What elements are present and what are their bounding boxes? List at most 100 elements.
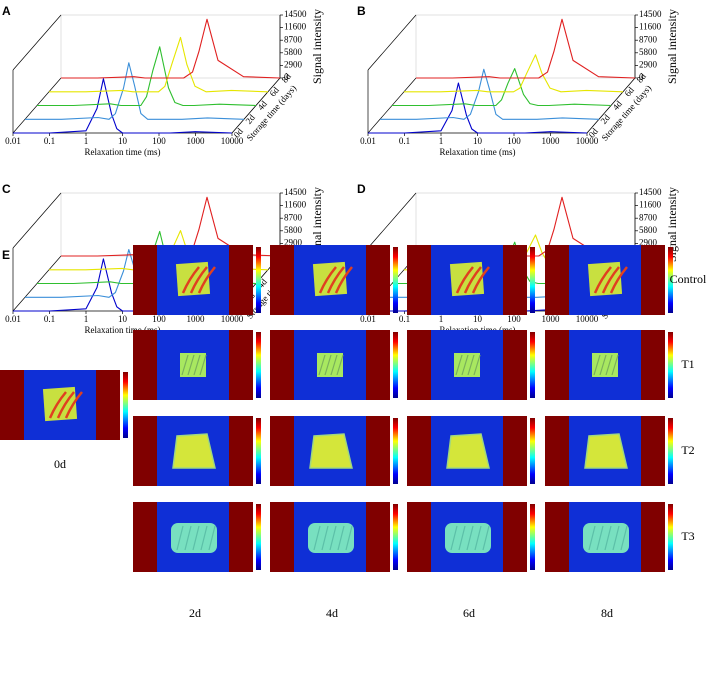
- y-tick-label: 11600: [639, 200, 662, 210]
- stripe: [192, 525, 200, 551]
- stripe: [599, 354, 607, 376]
- stripe: [313, 525, 321, 551]
- stripe: [611, 354, 619, 376]
- x-tick-label: 1: [84, 314, 89, 324]
- stripe: [176, 525, 184, 551]
- y-tick-label: 0: [639, 72, 644, 82]
- colorbar: [393, 247, 398, 313]
- stripe: [450, 525, 458, 551]
- series-line: [25, 62, 245, 120]
- x-tick-label: 10000: [576, 136, 599, 146]
- back-plane: [415, 14, 636, 79]
- y-axis-label: Signal intensity: [665, 9, 679, 84]
- frame-line: [367, 14, 417, 71]
- column-label: 4d: [326, 606, 338, 620]
- x-tick-label: 0.01: [5, 136, 21, 146]
- series-line: [416, 18, 636, 79]
- stripe: [609, 266, 628, 294]
- chart-panel: B 0.01 0.1 1 10 100 1000 10000 Relaxation time (…: [357, 4, 679, 157]
- colorbar: [530, 418, 535, 484]
- y-tick-label: 2900: [639, 237, 658, 247]
- series-line: [368, 82, 588, 134]
- x-axis-label: Relaxation time (ms): [85, 147, 161, 157]
- stripe: [56, 391, 75, 419]
- x-tick-label: 1: [439, 136, 444, 146]
- stripe: [596, 525, 604, 551]
- stripe: [193, 354, 201, 376]
- x-tick-label: 1: [439, 314, 444, 324]
- stripe: [321, 525, 329, 551]
- stripe: [208, 525, 216, 551]
- mri-image: [545, 416, 673, 486]
- panel-label: E: [2, 248, 10, 262]
- colorbar: [530, 504, 535, 570]
- y-axis-label: Signal intensity: [665, 187, 679, 262]
- stripe: [318, 266, 337, 294]
- y-tick-label: 5800: [639, 47, 658, 57]
- x-tick-label: 0.01: [5, 314, 21, 324]
- series-line: [37, 46, 257, 107]
- stripe: [601, 266, 620, 294]
- stripe: [200, 525, 208, 551]
- x-axis-label: Relaxation time (ms): [85, 325, 161, 335]
- sample: [584, 433, 628, 469]
- mri-image: [545, 245, 673, 315]
- sample: [446, 433, 490, 469]
- stripe: [187, 354, 195, 376]
- x-tick-label: 0.1: [44, 314, 55, 324]
- stripe: [588, 525, 596, 551]
- stripe: [455, 266, 474, 294]
- x-tick-label: 10000: [221, 136, 244, 146]
- x-tick-label: 10000: [576, 314, 599, 324]
- mri-image: [133, 330, 261, 400]
- stripe: [471, 266, 490, 294]
- colorbar: [668, 504, 673, 570]
- chart-panel: A 0.01 0.1 1 10 100 1000 10000 Relaxation time (…: [2, 4, 324, 157]
- x-axis-label: Relaxation time (ms): [440, 147, 516, 157]
- mri-image: [407, 416, 535, 486]
- stripe: [467, 354, 475, 376]
- stripe: [458, 525, 466, 551]
- stripe: [197, 266, 216, 294]
- stripe: [189, 266, 208, 294]
- y-tick-label: 2900: [639, 59, 658, 69]
- y-tick-label: 5800: [284, 47, 303, 57]
- x-tick-label: 10: [473, 314, 483, 324]
- stripe: [64, 391, 83, 419]
- mri-image: [407, 502, 535, 572]
- panel-label: B: [357, 4, 366, 18]
- row-label: Control: [670, 272, 707, 286]
- y-tick-label: 8700: [639, 212, 658, 222]
- x-tick-label: 0.01: [360, 314, 376, 324]
- panel-label: C: [2, 182, 11, 196]
- x-tick-label: 0.1: [44, 136, 55, 146]
- frame-line: [367, 192, 417, 249]
- panel-label: A: [2, 4, 11, 18]
- y-tick-label: 0: [284, 72, 289, 82]
- stripe: [482, 525, 490, 551]
- frame-line: [12, 14, 62, 71]
- stripe: [329, 525, 337, 551]
- stripe: [199, 354, 207, 376]
- stripe: [337, 525, 345, 551]
- colorbar: [256, 332, 261, 398]
- stripe: [334, 266, 353, 294]
- mri-image: [545, 502, 673, 572]
- colorbar: [668, 247, 673, 313]
- x-tick-label: 0.01: [360, 136, 376, 146]
- mri-image: [270, 502, 398, 572]
- colorbar: [256, 504, 261, 570]
- mri-image: [407, 245, 535, 315]
- mri-image: [133, 502, 261, 572]
- stripe: [620, 525, 628, 551]
- stripe: [345, 525, 353, 551]
- stripe: [605, 354, 613, 376]
- y-tick-label: 11600: [284, 200, 307, 210]
- column-label: 2d: [189, 606, 201, 620]
- x-tick-label: 10: [118, 136, 128, 146]
- stripe: [184, 525, 192, 551]
- stripe: [461, 354, 469, 376]
- y-tick-label: 14500: [284, 9, 307, 19]
- stripe: [181, 354, 189, 376]
- y-tick-label: 14500: [639, 9, 662, 19]
